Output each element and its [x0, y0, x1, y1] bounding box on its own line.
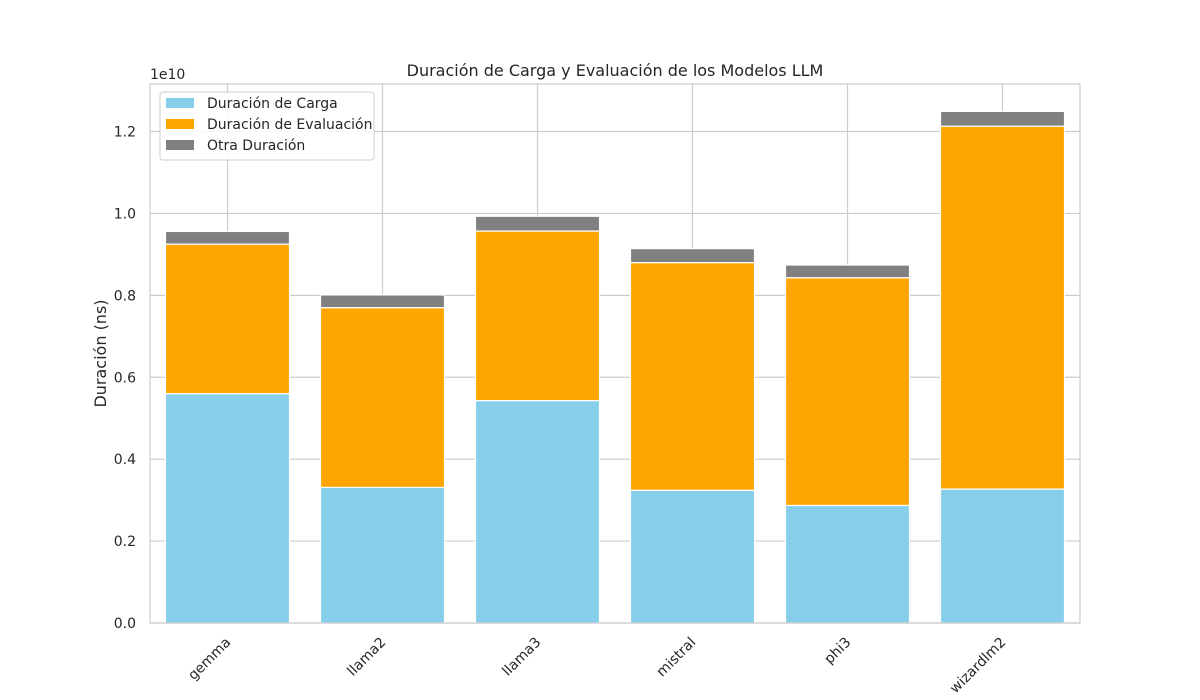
bar-gemma-series-2: [164, 230, 291, 245]
y-scale-label: 1e10: [150, 67, 185, 83]
y-tick-label: 0.2: [114, 534, 136, 550]
bar-gemma-series-1: [164, 243, 291, 395]
bar-phi3-series-2: [784, 264, 911, 279]
bar-gemma-series-0: [164, 393, 291, 624]
bar-llama2-series-2: [319, 294, 446, 309]
y-tick-label: 0.4: [114, 452, 136, 468]
legend-label: Duración de Evaluación: [207, 117, 373, 133]
y-axis-label: Duración (ns): [91, 299, 110, 407]
bar-mistral-series-2: [629, 248, 756, 264]
bar-llama3-series-1: [474, 230, 601, 402]
bar-mistral-series-0: [629, 489, 756, 624]
y-tick-label: 1.0: [114, 206, 136, 222]
legend-swatch: [166, 98, 194, 108]
legend-label: Duración de Carga: [207, 96, 338, 112]
y-tick-labels: 0.0 0.2 0.4 0.6 0.8 1.0 1.2: [114, 125, 136, 632]
legend-swatch: [166, 140, 194, 150]
y-tick-label: 0.6: [114, 370, 136, 386]
bar-wizardlm2-series-1: [939, 125, 1066, 490]
bar-llama2-series-0: [319, 486, 446, 624]
bar-llama3-series-2: [474, 215, 601, 232]
bars: [164, 110, 1066, 624]
bar-wizardlm2-series-0: [939, 488, 1066, 624]
bar-mistral-series-1: [629, 261, 756, 491]
bar-phi3-series-1: [784, 277, 911, 507]
plot-frame: [149, 83, 1081, 624]
bar-llama3-series-0: [474, 400, 601, 624]
legend-swatch: [166, 119, 194, 129]
y-tick-label: 0.0: [114, 616, 136, 632]
y-tick-label: 1.2: [114, 125, 136, 141]
chart-title: Duración de Carga y Evaluación de los Mo…: [407, 61, 824, 80]
bar-llama2-series-1: [319, 307, 446, 489]
y-tick-label: 0.8: [114, 288, 136, 304]
bar-wizardlm2-series-2: [939, 110, 1066, 127]
legend: Duración de Carga Duración de Evaluación O…: [159, 91, 375, 161]
bar-phi3-series-0: [784, 504, 911, 624]
legend-box: [159, 91, 375, 161]
legend-label: Otra Duración: [207, 138, 305, 154]
